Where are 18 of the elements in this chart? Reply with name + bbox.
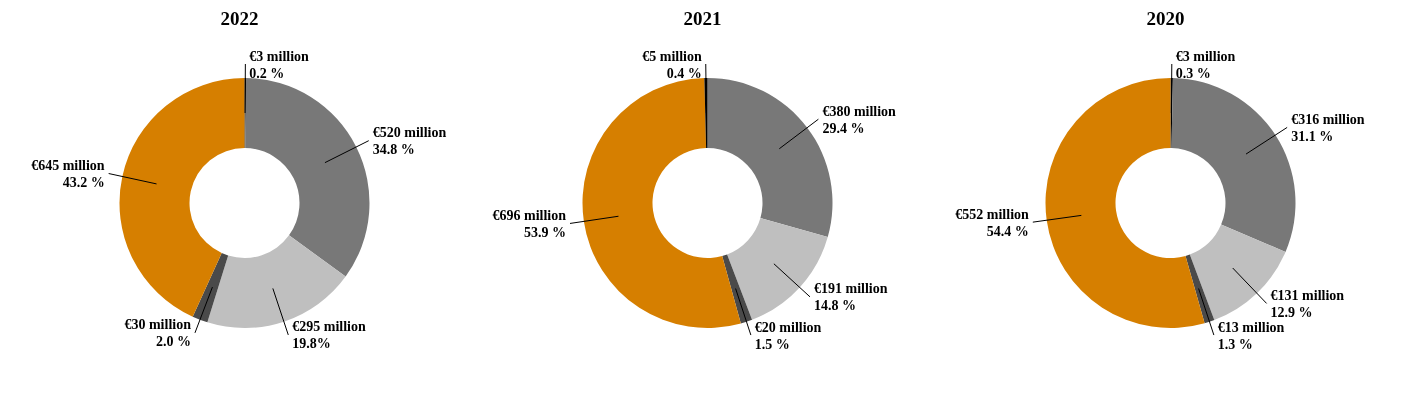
data-label: €30 million 2.0 % (124, 317, 192, 350)
data-label: €5 million 0.4 % (642, 48, 702, 81)
data-label: €13 million 1.3 % (1217, 319, 1285, 352)
data-label: €3 million 0.2 % (249, 48, 310, 81)
data-label: €645 million 43.2 % (31, 158, 105, 191)
data-label: €552 million 54.4 % (955, 206, 1030, 239)
chart-title: 2021 (682, 8, 723, 30)
data-label: €191 million 14.8 % (814, 281, 888, 314)
chart-title: 2022 (219, 8, 260, 30)
data-label: €131 million 12.9 % (1270, 287, 1345, 320)
data-label: €295 million 19.8% (292, 319, 366, 352)
data-label: €3 million 0.3 % (1175, 48, 1236, 81)
chart-title: 2020 (1145, 8, 1186, 30)
data-label: €20 million 1.5 % (754, 319, 822, 352)
data-label: €520 million 34.8 % (372, 125, 447, 158)
data-label: €380 million 29.4 % (822, 103, 897, 136)
data-label: €696 million 53.9 % (492, 207, 567, 240)
data-label: €316 million 31.1 % (1291, 111, 1365, 144)
